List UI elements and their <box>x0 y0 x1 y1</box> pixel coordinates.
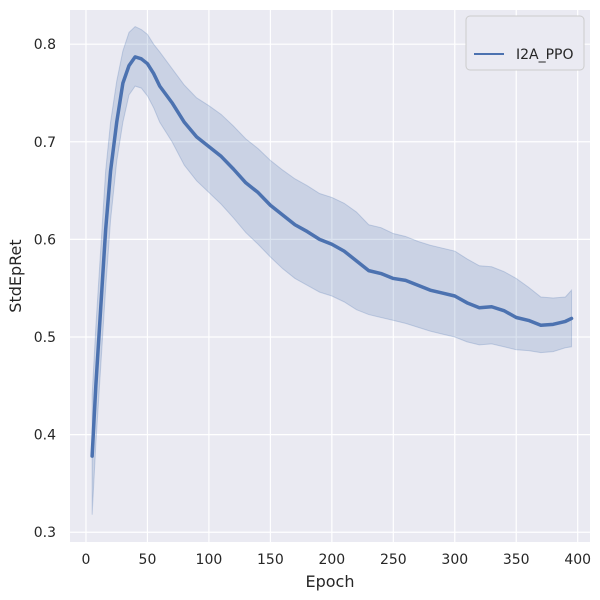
legend-box <box>465 15 585 71</box>
x-tick-label: 350 <box>503 552 530 568</box>
y-tick-label: 0.7 <box>34 135 56 151</box>
x-tick-label: 400 <box>564 552 591 568</box>
x-tick-label: 50 <box>139 552 157 568</box>
y-axis-ticks: 0.3 0.4 0.5 0.6 0.7 0.8 <box>34 37 56 541</box>
x-tick-label: 300 <box>441 552 468 568</box>
x-tick-label: 0 <box>82 552 91 568</box>
x-tick-label: 150 <box>257 552 284 568</box>
series-line-i2a-ppo <box>90 55 574 458</box>
legend: I2A_PPO <box>465 15 585 71</box>
plot-area <box>70 10 590 542</box>
x-tick-label: 200 <box>318 552 345 568</box>
legend-label-i2a-ppo: I2A_PPO <box>516 47 574 63</box>
x-axis-ticks: 0 50 100 150 200 250 300 350 400 <box>82 552 592 568</box>
y-tick-label: 0.6 <box>34 232 56 248</box>
grid-lines <box>70 10 590 542</box>
series-line-layer <box>90 55 574 458</box>
x-axis-title: Epoch <box>306 572 355 591</box>
x-tick-label: 100 <box>196 552 223 568</box>
x-tick-label: 250 <box>380 552 407 568</box>
y-tick-label: 0.3 <box>34 525 56 541</box>
y-axis-title: StdEpRet <box>6 239 25 312</box>
y-tick-label: 0.5 <box>34 330 56 346</box>
y-tick-label: 0.4 <box>34 428 56 444</box>
y-tick-label: 0.8 <box>34 37 56 53</box>
